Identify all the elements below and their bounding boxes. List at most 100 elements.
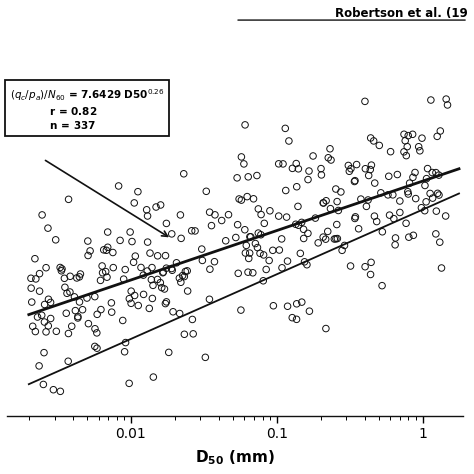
- Point: [232, 234, 239, 241]
- Point: [181, 273, 188, 280]
- Point: [66, 288, 73, 296]
- Point: [377, 189, 384, 197]
- Point: [293, 183, 301, 191]
- Point: [202, 188, 210, 195]
- Point: [295, 165, 302, 173]
- Point: [393, 171, 401, 178]
- Point: [249, 269, 256, 277]
- Point: [292, 160, 300, 167]
- Point: [27, 284, 35, 292]
- Point: [294, 202, 302, 210]
- Point: [180, 170, 188, 178]
- Point: [332, 235, 340, 243]
- Point: [241, 121, 249, 128]
- Point: [279, 160, 287, 168]
- Point: [47, 299, 55, 306]
- Point: [75, 273, 83, 281]
- Point: [42, 264, 50, 272]
- Point: [218, 217, 226, 224]
- Point: [263, 265, 270, 273]
- Point: [76, 298, 83, 306]
- Point: [45, 322, 52, 330]
- Point: [253, 172, 261, 179]
- Point: [144, 212, 151, 220]
- Point: [97, 306, 105, 313]
- Point: [237, 153, 245, 161]
- Point: [109, 249, 117, 256]
- Point: [436, 238, 444, 246]
- Point: [319, 199, 327, 207]
- Point: [426, 190, 434, 197]
- Point: [298, 298, 306, 306]
- Point: [429, 194, 437, 202]
- Point: [261, 219, 268, 227]
- Point: [400, 148, 408, 155]
- Point: [269, 246, 277, 254]
- Point: [68, 322, 75, 330]
- Point: [31, 255, 39, 263]
- Point: [401, 137, 409, 145]
- Point: [127, 228, 134, 236]
- Point: [116, 237, 124, 244]
- Point: [184, 287, 191, 295]
- Point: [355, 225, 363, 233]
- Point: [295, 221, 302, 229]
- Point: [402, 219, 410, 227]
- Point: [233, 174, 241, 182]
- Point: [57, 267, 65, 274]
- Point: [371, 179, 379, 187]
- Point: [421, 207, 428, 215]
- Point: [169, 308, 177, 316]
- Point: [44, 224, 52, 232]
- Point: [379, 228, 386, 236]
- Point: [211, 211, 219, 219]
- Point: [125, 380, 133, 387]
- Point: [84, 252, 92, 259]
- Point: [284, 257, 292, 265]
- Point: [444, 101, 451, 109]
- Point: [56, 388, 64, 395]
- Point: [347, 262, 355, 270]
- Point: [73, 274, 81, 282]
- Point: [333, 198, 341, 205]
- Point: [149, 282, 157, 289]
- Point: [351, 178, 358, 185]
- Point: [122, 339, 129, 346]
- Point: [378, 282, 386, 290]
- Point: [412, 195, 419, 202]
- Point: [98, 262, 106, 270]
- Point: [119, 317, 127, 324]
- Point: [434, 190, 441, 197]
- Point: [126, 295, 133, 302]
- Point: [325, 154, 332, 162]
- Point: [404, 188, 411, 195]
- Point: [387, 148, 394, 155]
- Point: [74, 314, 82, 322]
- Point: [368, 161, 375, 169]
- Point: [424, 165, 431, 173]
- Point: [135, 302, 142, 310]
- Point: [34, 313, 41, 321]
- Point: [265, 257, 273, 264]
- Point: [421, 182, 429, 189]
- Point: [254, 244, 261, 251]
- Text: Robertson et al. (19: Robertson et al. (19: [335, 8, 468, 20]
- Point: [189, 316, 196, 323]
- Point: [237, 306, 245, 314]
- Point: [341, 242, 348, 249]
- Point: [93, 310, 101, 318]
- Point: [367, 271, 374, 278]
- Point: [128, 300, 135, 307]
- Point: [243, 242, 250, 249]
- Point: [318, 171, 325, 179]
- Point: [64, 357, 72, 365]
- Point: [304, 229, 312, 237]
- Point: [146, 249, 154, 257]
- Point: [41, 318, 48, 326]
- Point: [283, 213, 291, 221]
- Point: [293, 300, 301, 308]
- Point: [210, 258, 218, 265]
- Point: [176, 310, 183, 317]
- Point: [241, 226, 248, 234]
- Point: [168, 230, 175, 237]
